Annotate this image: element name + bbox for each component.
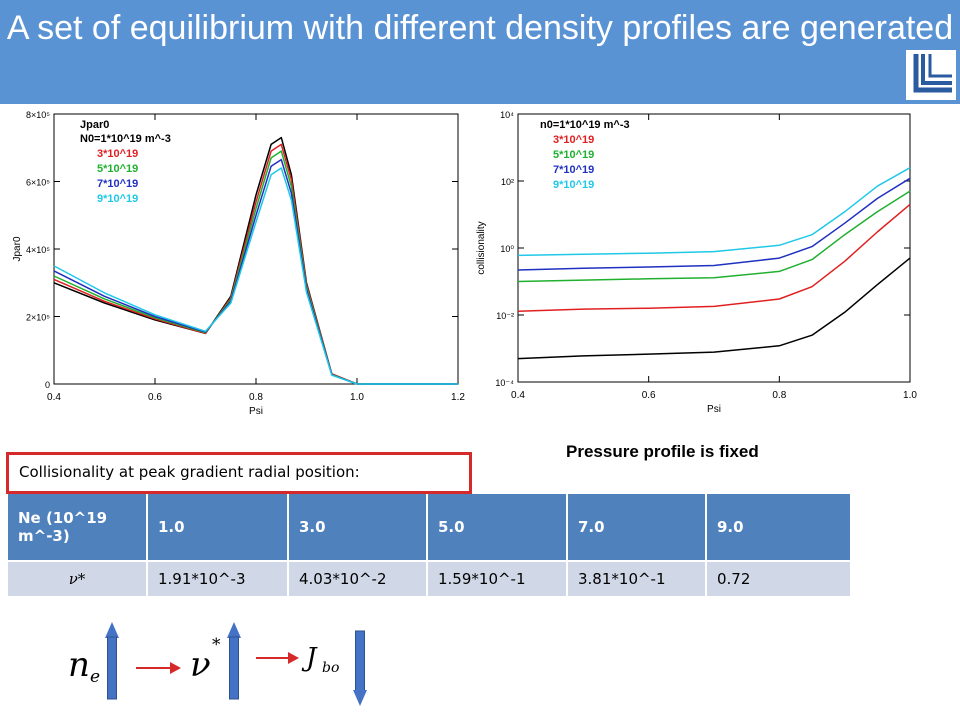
jpar0-chart: 0.4 0.6 0.8 1.0 1.2 0 2×10⁵ 4×10⁵ 6×10⁵ 8×10⁵ Psi J… — [12, 110, 465, 417]
table-cell: 3.81*10^-1 — [567, 561, 707, 598]
title-bar — [0, 0, 960, 104]
x-tick-label: 0.8 — [772, 390, 786, 401]
y-tick-label: 10⁰ — [500, 244, 514, 254]
callout-text: Collisionality at peak gradient radial p… — [19, 463, 360, 481]
x-tick-label: 0.4 — [47, 392, 61, 403]
series-line — [517, 190, 911, 283]
ne-symbol-sub: e — [90, 667, 100, 687]
j-symbol-base: J — [301, 643, 318, 673]
series-line — [517, 177, 911, 271]
j-symbol-sub: bo — [322, 660, 339, 676]
y-tick-label: 10⁻⁴ — [495, 378, 514, 388]
nu-star-symbol: ν * — [190, 635, 221, 685]
table-header-cell: Ne (10^19 m^-3) — [8, 494, 148, 562]
series-line — [517, 203, 911, 312]
right-arrow-icon — [256, 652, 299, 664]
callout-box: Collisionality at peak gradient radial p… — [6, 452, 472, 494]
legend-entry: 9*10^19 — [97, 193, 138, 205]
table-row: ν* 1.91*10^-3 4.03*10^-2 1.59*10^-1 3.81… — [8, 561, 852, 598]
y-tick-label: 8×10⁵ — [26, 110, 50, 120]
y-tick-label: 4×10⁵ — [26, 245, 50, 255]
x-tick-label: 1.2 — [451, 392, 465, 403]
nu-symbol-base: ν — [190, 645, 211, 685]
series-line — [517, 257, 911, 360]
y-tick-label: 0 — [45, 380, 50, 390]
series-line — [53, 167, 458, 385]
y-tick-label: 2×10⁵ — [26, 313, 50, 323]
y-tick-label: 10² — [501, 177, 514, 187]
llnl-logo — [906, 50, 956, 100]
table-header-cell: 3.0 — [288, 494, 428, 562]
right-arrow-icon — [136, 662, 181, 674]
up-arrow-icon — [227, 622, 241, 700]
y-tick-label: 10⁴ — [500, 110, 514, 120]
table-header-cell: 7.0 — [567, 494, 707, 562]
table-header-cell: 1.0 — [147, 494, 289, 562]
legend-entry: n0=1*10^19 m^-3 — [540, 119, 630, 131]
pressure-fixed-note: Pressure profile is fixed — [566, 442, 759, 461]
table-cell: 1.59*10^-1 — [427, 561, 568, 598]
x-tick-label: 0.6 — [642, 390, 656, 401]
ne-symbol: n e — [68, 645, 100, 687]
legend-entry: 5*10^19 — [97, 163, 138, 175]
legend-entry: N0=1*10^19 m^-3 — [80, 133, 171, 145]
table-header-row: Ne (10^19 m^-3) 1.0 3.0 5.0 7.0 9.0 — [8, 494, 852, 562]
jbo-symbol: J bo — [301, 643, 339, 676]
nu-symbol-sup: * — [212, 635, 221, 655]
collisionality-table: Ne (10^19 m^-3) 1.0 3.0 5.0 7.0 9.0 ν* 1… — [8, 494, 852, 598]
y-tick-label: 6×10⁵ — [26, 178, 50, 188]
x-tick-label: 0.6 — [148, 392, 162, 403]
table-cell: 0.72 — [706, 561, 852, 598]
table-cell: 4.03*10^-2 — [288, 561, 428, 598]
ne-symbol-base: n — [68, 645, 90, 685]
collisionality-chart: 0.4 0.6 0.8 1.0 10⁻⁴ 10⁻² 10⁰ 10² 10⁴ Psi collisio… — [476, 110, 917, 415]
down-arrow-icon — [353, 630, 367, 706]
legend-entry: 7*10^19 — [553, 164, 594, 176]
x-tick-label: 0.4 — [511, 390, 525, 401]
up-arrow-icon — [105, 622, 119, 700]
legend-entry: 9*10^19 — [553, 179, 594, 191]
table-header-cell: 5.0 — [427, 494, 568, 562]
legend-entry: 5*10^19 — [553, 149, 594, 161]
legend-title: Jpar0 — [80, 119, 109, 131]
table-row-label: ν* — [8, 561, 148, 598]
x-axis-label: Psi — [249, 406, 263, 417]
series-line — [517, 167, 911, 257]
x-tick-label: 0.8 — [249, 392, 263, 403]
x-axis-label: Psi — [707, 404, 721, 415]
legend-entry: 7*10^19 — [97, 178, 138, 190]
legend-entry: 3*10^19 — [97, 148, 138, 160]
slide-title: A set of equilibrium with different dens… — [6, 9, 954, 47]
y-tick-label: 10⁻² — [496, 311, 514, 321]
x-tick-label: 1.0 — [350, 392, 364, 403]
legend-entry: 3*10^19 — [553, 134, 594, 146]
y-axis-label: Jpar0 — [12, 236, 23, 261]
table-header-cell: 9.0 — [706, 494, 852, 562]
x-tick-label: 1.0 — [903, 390, 917, 401]
table-cell: 1.91*10^-3 — [147, 561, 289, 598]
y-axis-label: collisionality — [476, 221, 487, 274]
dependency-flow: n e ν * J bo — [68, 622, 367, 706]
